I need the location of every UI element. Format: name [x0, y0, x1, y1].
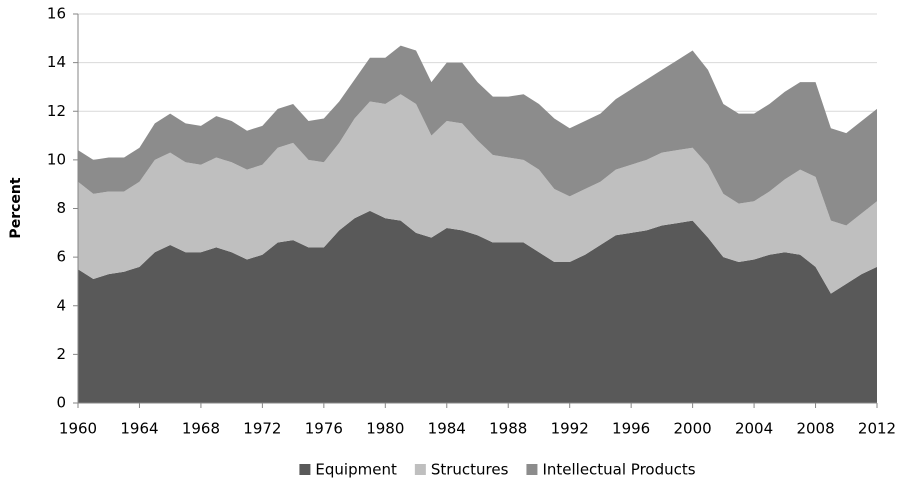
- legend: Equipment Structures Intellectual Products: [299, 461, 696, 479]
- legend-swatch: [299, 464, 311, 475]
- y-tick-label: 6: [56, 248, 66, 266]
- y-tick-label: 12: [47, 102, 66, 120]
- legend-item: Equipment: [299, 461, 397, 479]
- x-tick-label: 2008: [796, 420, 834, 438]
- legend-item: Structures: [414, 461, 509, 479]
- x-tick-label: 1992: [551, 420, 589, 438]
- legend-swatch: [526, 464, 538, 475]
- x-tick-label: 2004: [735, 420, 773, 438]
- x-tick-label: 1984: [428, 420, 466, 438]
- area: [78, 45, 877, 226]
- x-tick-label: 1964: [120, 420, 158, 438]
- y-tick-label: 0: [56, 394, 66, 412]
- y-tick-label: 8: [56, 199, 66, 217]
- y-tick-label: 2: [56, 345, 66, 363]
- x-tick-label: 1960: [59, 420, 97, 438]
- x-tick-label: 2000: [674, 420, 712, 438]
- x-tick-label: 1996: [612, 420, 650, 438]
- x-tick-label: 1972: [243, 420, 281, 438]
- x-tick-label: 1968: [182, 420, 220, 438]
- x-tick-label: 2012: [858, 420, 896, 438]
- area: [78, 94, 877, 294]
- legend-label: Structures: [431, 461, 509, 479]
- legend-swatch: [414, 464, 426, 475]
- y-tick-label: 16: [47, 5, 66, 23]
- x-tick-label: 1980: [366, 420, 404, 438]
- y-tick-label: 10: [47, 150, 66, 168]
- legend-item: Intellectual Products: [526, 461, 696, 479]
- y-tick-label: 14: [47, 53, 66, 71]
- area: [78, 210, 877, 403]
- x-tick-label: 1976: [305, 420, 343, 438]
- legend-label: Intellectual Products: [542, 461, 695, 479]
- x-tick-label: 1988: [489, 420, 527, 438]
- legend-label: Equipment: [315, 461, 397, 479]
- y-axis-label: Percent: [8, 177, 24, 238]
- y-tick-label: 4: [56, 296, 66, 314]
